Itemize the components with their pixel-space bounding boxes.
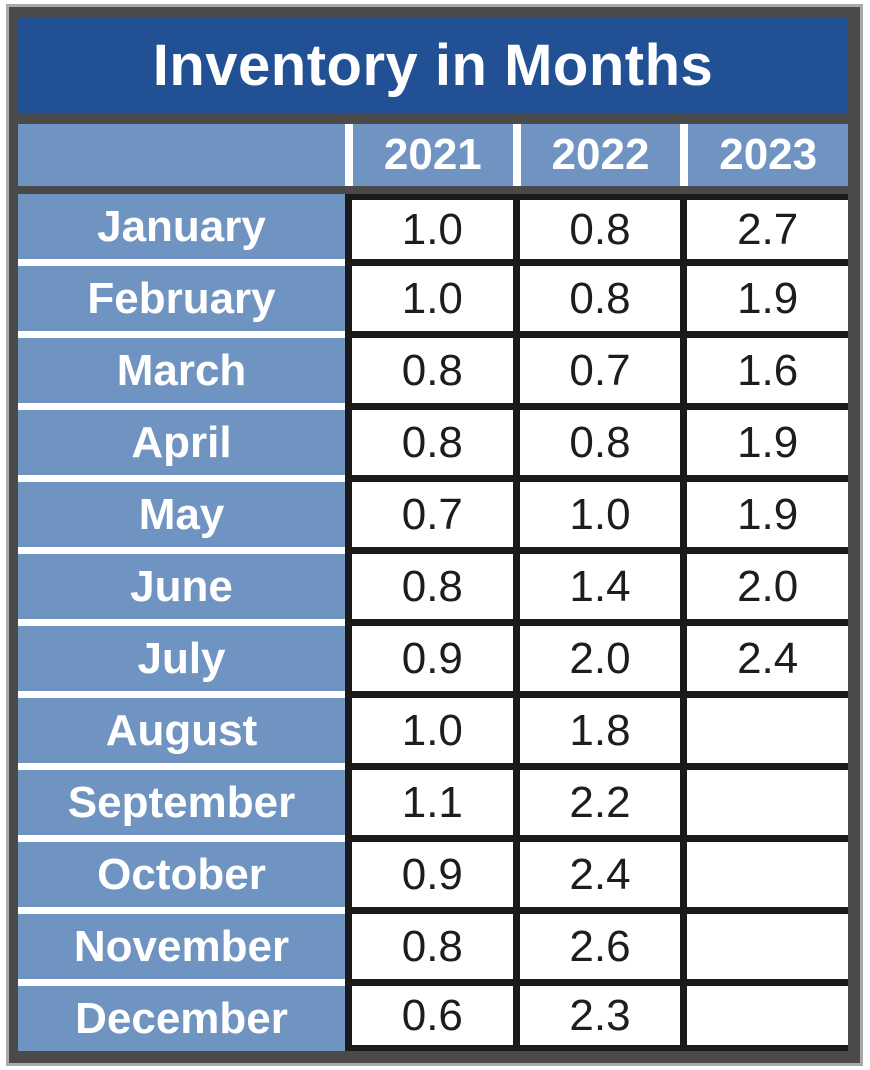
month-label: April — [18, 410, 345, 475]
value-cell — [687, 986, 848, 1051]
month-label: September — [18, 770, 345, 835]
value-cell: 1.9 — [687, 482, 848, 547]
year-header-2022: 2022 — [520, 124, 681, 186]
value-cell: 0.9 — [352, 842, 513, 907]
value-cell — [687, 842, 848, 907]
month-label: November — [18, 914, 345, 979]
value-cell: 1.0 — [352, 698, 513, 763]
value-cell: 2.0 — [687, 554, 848, 619]
value-cell: 2.3 — [519, 986, 681, 1051]
value-cell: 0.8 — [352, 338, 513, 403]
value-cell: 0.8 — [352, 914, 513, 979]
value-cell: 1.4 — [519, 554, 681, 619]
table-body: January 1.0 0.8 2.7 February 1.0 0.8 1.9… — [18, 194, 848, 1051]
value-cell: 1.9 — [687, 266, 848, 331]
value-cell: 1.0 — [352, 266, 513, 331]
value-cell: 0.6 — [352, 986, 513, 1051]
year-header-2021: 2021 — [353, 124, 513, 186]
month-label: August — [18, 698, 345, 763]
value-cell: 0.8 — [352, 554, 513, 619]
value-cell: 1.0 — [519, 482, 681, 547]
value-cell: 0.7 — [352, 482, 513, 547]
value-cell: 1.8 — [519, 698, 681, 763]
value-cell — [687, 770, 848, 835]
month-label: January — [18, 194, 345, 259]
value-cell: 0.8 — [352, 410, 513, 475]
table-title: Inventory in Months — [18, 17, 848, 113]
month-label: February — [18, 266, 345, 331]
value-cell — [687, 914, 848, 979]
month-label: October — [18, 842, 345, 907]
month-label: March — [18, 338, 345, 403]
value-cell: 2.2 — [519, 770, 681, 835]
month-label: December — [18, 986, 345, 1051]
value-cell: 0.8 — [519, 266, 681, 331]
month-label: May — [18, 482, 345, 547]
year-header-row: 2021 2022 2023 — [18, 124, 848, 186]
value-cell: 0.8 — [519, 410, 681, 475]
value-cell: 2.4 — [687, 626, 848, 691]
value-cell: 0.7 — [519, 338, 681, 403]
value-cell: 2.7 — [687, 194, 848, 259]
corner-cell — [18, 124, 345, 186]
value-cell: 0.9 — [352, 626, 513, 691]
inventory-table: Inventory in Months 2021 2022 2023 Janua… — [6, 4, 863, 1066]
value-cell: 2.0 — [519, 626, 681, 691]
year-header-2023: 2023 — [688, 124, 848, 186]
value-cell: 2.6 — [519, 914, 681, 979]
value-cell: 1.6 — [687, 338, 848, 403]
value-cell: 1.9 — [687, 410, 848, 475]
value-cell — [687, 698, 848, 763]
month-label: July — [18, 626, 345, 691]
value-cell: 0.8 — [519, 194, 681, 259]
value-cell: 1.1 — [352, 770, 513, 835]
value-cell: 1.0 — [352, 194, 513, 259]
month-label: June — [18, 554, 345, 619]
value-cell: 2.4 — [519, 842, 681, 907]
